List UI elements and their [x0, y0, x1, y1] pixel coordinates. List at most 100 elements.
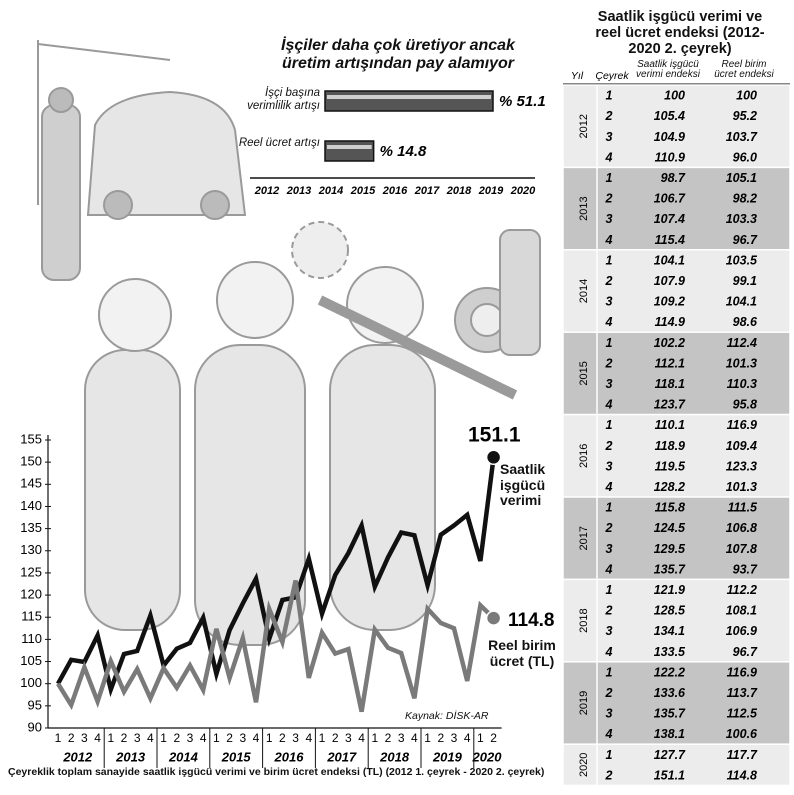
year-label: 2019	[478, 185, 504, 197]
table-group-bg	[562, 331, 791, 416]
table-cell: 103.7	[726, 130, 758, 144]
table-cell: 99.1	[733, 274, 757, 288]
table-cell: 114.8	[727, 768, 757, 782]
x-tick-label: 1	[107, 731, 114, 745]
table-cell: 138.1	[654, 727, 685, 741]
x-tick-label: 2	[226, 731, 233, 745]
table-quarter: 4	[605, 233, 613, 247]
table-header: Çeyrek	[595, 70, 629, 82]
x-tick-label: 1	[424, 731, 431, 745]
table-year: 2019	[578, 691, 590, 715]
table-cell: 135.7	[654, 562, 686, 576]
table-cell: 110.9	[655, 150, 685, 164]
table-cell: 98.7	[661, 171, 686, 185]
y-tick-label: 140	[20, 498, 42, 513]
x-tick-label: 2	[279, 731, 286, 745]
x-tick-label: 1	[477, 731, 484, 745]
x-tick-label: 3	[239, 731, 246, 745]
y-tick-label: 125	[20, 564, 42, 579]
table-group-bg	[562, 578, 791, 663]
table-group-bg	[562, 743, 791, 787]
table-quarter: 3	[606, 130, 613, 144]
table-group-bg	[562, 496, 791, 581]
bar-value-label: % 51.1	[499, 93, 546, 110]
end-value-label: 151.1	[468, 424, 521, 447]
mechanic	[41, 104, 81, 281]
year-label: 2020	[510, 185, 536, 197]
table-cell: 102.2	[654, 336, 685, 350]
table-cell: 100	[664, 89, 685, 103]
table-group-bg	[562, 249, 791, 333]
x-tick-label: 3	[292, 731, 299, 745]
table-cell: 105.1	[726, 171, 757, 185]
table-quarter: 1	[606, 501, 613, 515]
tire-rim	[470, 303, 504, 337]
table-cell: 151.1	[654, 768, 685, 782]
table-cell: 112.5	[727, 707, 758, 721]
x-tick-label: 3	[134, 731, 141, 745]
x-tick-label: 4	[464, 731, 471, 745]
table-cell: 116.9	[727, 665, 757, 679]
table-cell: 96.7	[733, 233, 758, 247]
table-quarter: 1	[606, 171, 613, 185]
table-cell: 101.3	[726, 356, 757, 370]
x-tick-label: 4	[200, 731, 207, 745]
table-cell: 110.3	[727, 377, 757, 391]
table-quarter: 4	[605, 480, 613, 494]
table-cell: 128.2	[654, 480, 685, 494]
table-quarter: 2	[605, 521, 613, 535]
caption: Çeyreklik toplam sanayide saatlik işgücü…	[8, 766, 545, 778]
table-cell: 109.4	[726, 439, 757, 453]
x-group-label: 2015	[221, 749, 252, 764]
table-cell: 108.1	[726, 604, 757, 618]
y-tick-label: 150	[20, 454, 42, 469]
table-cell: 123.3	[726, 459, 757, 473]
x-group-label: 2019	[432, 749, 463, 764]
table-cell: 105.4	[654, 109, 685, 123]
series-label: Saatlik işgücü verimi	[500, 461, 546, 509]
x-group-label: 2016	[274, 749, 305, 764]
table-quarter: 1	[606, 253, 613, 267]
bar	[324, 140, 375, 162]
x-tick-label: 4	[94, 731, 101, 745]
year-label: 2017	[414, 185, 440, 197]
crane-arm	[37, 43, 171, 61]
x-tick-label: 3	[345, 731, 352, 745]
year-label: 2015	[350, 185, 376, 197]
table-cell: 116.9	[727, 418, 757, 432]
source: Kaynak: DİSK-AR	[405, 710, 489, 722]
bar-highlight	[327, 145, 372, 149]
table-cell: 112.4	[727, 336, 757, 350]
table-cell: 103.3	[726, 212, 757, 226]
gear	[291, 221, 349, 279]
table-quarter: 2	[605, 439, 613, 453]
year-label: 2013	[286, 185, 311, 197]
y-tick-label: 155	[20, 431, 42, 446]
x-group-label: 2013	[115, 749, 146, 764]
y-tick-label: 120	[20, 587, 42, 602]
table-cell: 133.6	[654, 686, 686, 700]
x-tick-label: 2	[121, 731, 128, 745]
mechanic-head	[48, 87, 74, 113]
table-year: 2015	[578, 361, 590, 385]
car	[86, 90, 247, 216]
car-wheel	[200, 190, 230, 220]
x-tick-label: 1	[55, 731, 62, 745]
table-cell: 95.2	[733, 109, 757, 123]
table-cell: 104.1	[654, 253, 685, 267]
car-wheel	[103, 190, 133, 220]
table-quarter: 4	[605, 727, 613, 741]
table-title: Saatlik işgücü verimi ve reel ücret ende…	[595, 9, 765, 58]
x-tick-label: 1	[319, 731, 326, 745]
table-quarter: 2	[605, 686, 613, 700]
table-cell: 107.9	[654, 274, 685, 288]
y-tick-label: 100	[20, 675, 42, 690]
table-quarter: 1	[606, 336, 613, 350]
table-year: 2012	[578, 114, 590, 138]
table-quarter: 3	[606, 624, 613, 638]
table-quarter: 3	[606, 295, 613, 309]
x-tick-label: 1	[160, 731, 167, 745]
table-group-bg	[562, 661, 791, 745]
table-quarter: 2	[605, 604, 613, 618]
x-tick-label: 3	[398, 731, 405, 745]
